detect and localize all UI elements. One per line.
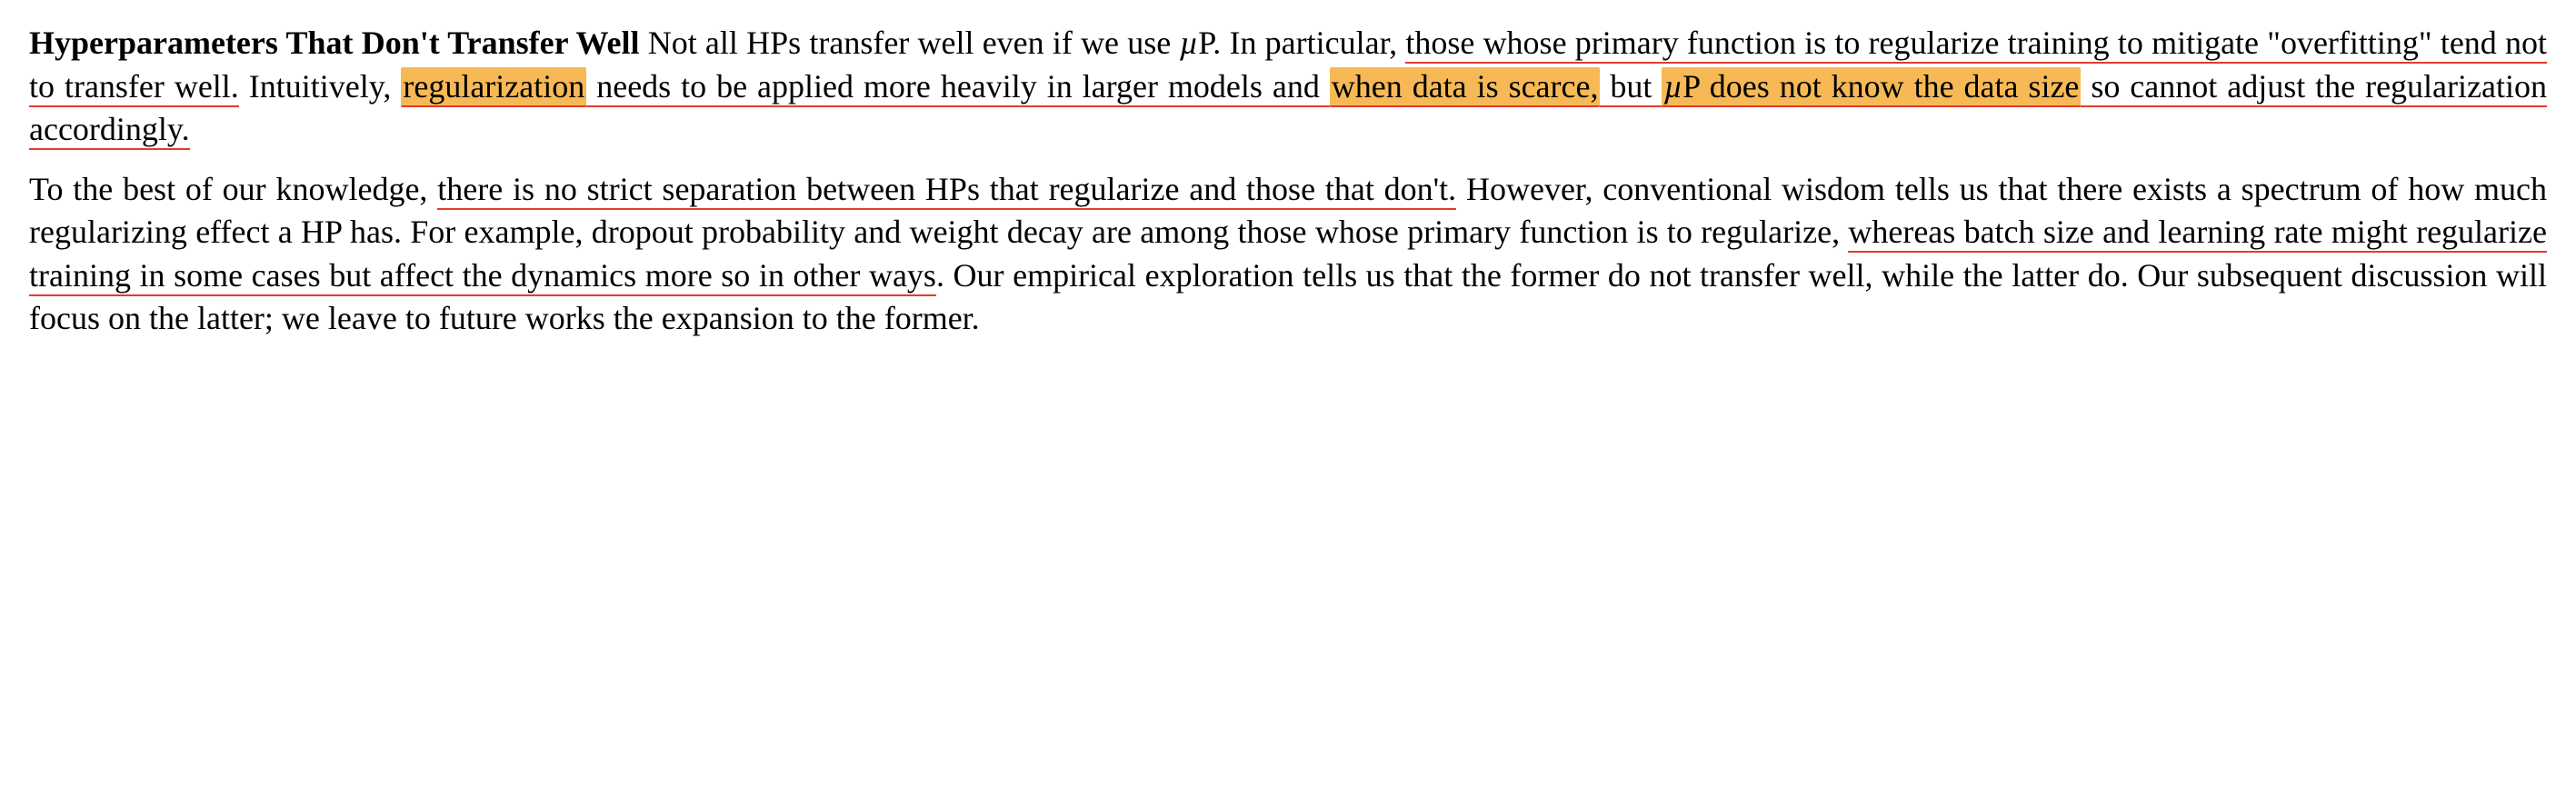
section-heading: Hyperparameters That Don't Transfer Well: [29, 25, 639, 61]
paragraph-1: Hyperparameters That Don't Transfer Well…: [29, 22, 2547, 152]
highlighted-underlined-text: regularization: [401, 67, 586, 107]
mu-symbol: µ: [1179, 25, 1198, 61]
text-run: P does not know the data size: [1682, 68, 2079, 105]
text-run: Intuitively,: [239, 68, 402, 105]
text-block: Hyperparameters That Don't Transfer Well…: [29, 22, 2547, 341]
text-run: P. In particular,: [1198, 25, 1405, 61]
paragraph-2: To the best of our knowledge, there is n…: [29, 168, 2547, 341]
underlined-text: but: [1600, 68, 1662, 107]
mu-symbol: µ: [1663, 68, 1682, 105]
highlighted-underlined-text: µP does not know the data size: [1662, 67, 2081, 107]
underlined-text: there is no strict separation between HP…: [437, 171, 1456, 210]
underlined-text: needs to be applied more heavily in larg…: [586, 68, 1330, 107]
text-run: To the best of our knowledge,: [29, 171, 437, 207]
highlighted-underlined-text: when data is scarce,: [1330, 67, 1601, 107]
text-run: Not all HPs transfer well even if we use: [639, 25, 1179, 61]
